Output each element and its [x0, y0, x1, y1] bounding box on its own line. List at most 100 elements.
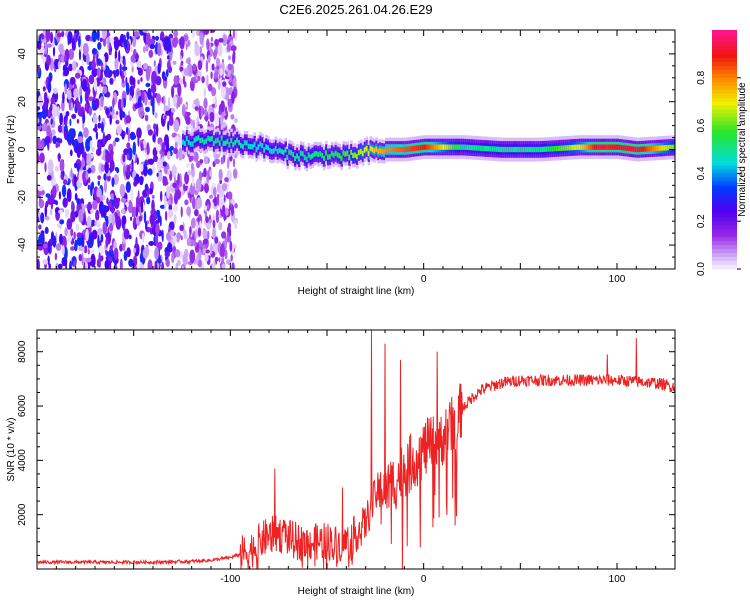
- noise-cell: [38, 211, 41, 218]
- ridge-cell: [634, 146, 637, 152]
- noise-cell: [164, 210, 168, 221]
- ridge-cell: [307, 152, 311, 158]
- noise-cell: [121, 208, 125, 214]
- noise-cell: [58, 138, 63, 144]
- ridge-cell: [222, 140, 226, 146]
- ridge-cell: [332, 152, 336, 158]
- ridge-cell: [628, 145, 632, 152]
- ridge-cell: [564, 145, 568, 151]
- noise-cell: [86, 202, 93, 211]
- noise-cell: [109, 78, 112, 85]
- ridge-cell: [454, 144, 458, 150]
- noise-cell: [152, 164, 156, 174]
- noise-cell: [87, 184, 91, 190]
- noise-cell: [193, 151, 199, 162]
- snr-y-tick-label: 4000: [17, 449, 28, 472]
- noise-cell: [170, 107, 176, 113]
- ridge-cell: [363, 147, 367, 153]
- ridge-cell: [572, 144, 575, 151]
- noise-cell: [168, 65, 172, 74]
- ridge-cell: [640, 146, 643, 152]
- ridge-cell: [241, 144, 245, 150]
- noise-cell: [160, 190, 163, 202]
- noise-cell: [169, 229, 175, 237]
- colorbar-cell: [712, 141, 737, 147]
- noise-cell: [189, 226, 192, 236]
- noise-cell: [46, 125, 52, 138]
- noise-cell: [211, 87, 217, 97]
- noise-cell: [150, 94, 153, 107]
- noise-cell: [123, 163, 126, 178]
- colorbar-tick-label: 0.0: [696, 262, 707, 276]
- noise-cell: [110, 205, 115, 214]
- noise-cell: [51, 104, 58, 118]
- noise-cell: [227, 191, 233, 200]
- noise-cell: [85, 153, 92, 166]
- noise-cell: [145, 82, 151, 88]
- noise-cell: [169, 145, 174, 151]
- noise-cell: [193, 79, 199, 84]
- noise-cell: [168, 96, 171, 110]
- noise-cell: [120, 97, 124, 111]
- noise-cell: [109, 114, 112, 125]
- ridge-cell: [649, 146, 653, 152]
- ridge-cell: [319, 151, 322, 157]
- noise-cell: [180, 206, 183, 218]
- noise-cell: [57, 263, 63, 269]
- noise-cell: [137, 95, 142, 108]
- noise-cell: [37, 258, 40, 269]
- noise-cell: [58, 43, 64, 54]
- colorbar-cell: [712, 225, 737, 230]
- noise-cell: [218, 257, 221, 263]
- noise-cell: [85, 257, 92, 263]
- ridge-cell: [638, 146, 641, 153]
- noise-cell: [109, 245, 113, 252]
- ridge-cell: [466, 144, 469, 150]
- ridge-cell: [228, 142, 231, 148]
- noise-cell: [194, 106, 199, 111]
- ridge-cell: [274, 145, 278, 152]
- noise-cell: [232, 52, 236, 65]
- noise-cell: [102, 77, 107, 85]
- noise-cell: [232, 30, 235, 39]
- noise-cell: [96, 67, 101, 78]
- noise-cell: [104, 135, 109, 142]
- ridge-cell: [545, 146, 548, 152]
- noise-cell: [222, 81, 227, 87]
- noise-cell: [50, 96, 55, 105]
- noise-cell: [152, 133, 156, 143]
- noise-cell: [96, 220, 100, 226]
- ridge-cell: [595, 144, 599, 150]
- ridge-cell: [406, 146, 409, 152]
- heatmap-x-axis-label: Height of straight line (km): [298, 286, 415, 297]
- noise-cell: [66, 218, 73, 231]
- noise-cell: [69, 260, 72, 269]
- ridge-cell: [489, 146, 492, 152]
- noise-cell: [169, 221, 175, 231]
- colorbar-cell: [712, 233, 737, 238]
- noise-cell: [74, 162, 78, 169]
- noise-cell: [152, 147, 158, 158]
- noise-cell: [210, 30, 216, 33]
- noise-cell: [216, 193, 220, 206]
- noise-cell: [152, 103, 155, 116]
- ridge-cell: [655, 145, 659, 151]
- colorbar-cell: [712, 173, 737, 178]
- ridge-cell: [253, 141, 256, 147]
- noise-cell: [47, 240, 50, 254]
- noise-cell: [189, 79, 195, 92]
- noise-cell: [132, 170, 137, 178]
- noise-cell: [145, 106, 150, 113]
- ridge-cell: [388, 146, 392, 153]
- ridge-cell: [203, 139, 206, 145]
- ridge-cell: [470, 145, 473, 151]
- noise-cell: [178, 147, 183, 161]
- noise-cell: [87, 264, 91, 269]
- noise-cell: [163, 115, 167, 120]
- noise-cell: [82, 78, 87, 89]
- ridge-cell: [212, 140, 216, 147]
- noise-cell: [182, 75, 186, 85]
- noise-cell: [63, 55, 67, 63]
- noise-cell: [43, 101, 49, 111]
- noise-cell: [171, 85, 175, 99]
